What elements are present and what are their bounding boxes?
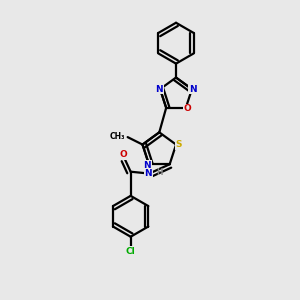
- Text: O: O: [184, 104, 192, 113]
- Text: N: N: [143, 161, 151, 170]
- Text: H: H: [157, 168, 163, 177]
- Text: N: N: [145, 169, 152, 178]
- Text: O: O: [119, 151, 127, 160]
- Text: CH₃: CH₃: [110, 132, 125, 141]
- Text: S: S: [176, 140, 182, 149]
- Text: Cl: Cl: [126, 247, 136, 256]
- Text: N: N: [189, 85, 196, 94]
- Text: N: N: [155, 85, 163, 94]
